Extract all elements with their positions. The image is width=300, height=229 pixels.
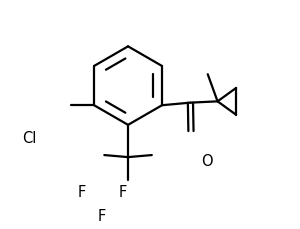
Text: F: F <box>98 209 106 224</box>
Text: O: O <box>201 153 213 168</box>
Text: F: F <box>119 185 127 200</box>
Text: F: F <box>77 185 86 200</box>
Text: Cl: Cl <box>22 131 37 146</box>
